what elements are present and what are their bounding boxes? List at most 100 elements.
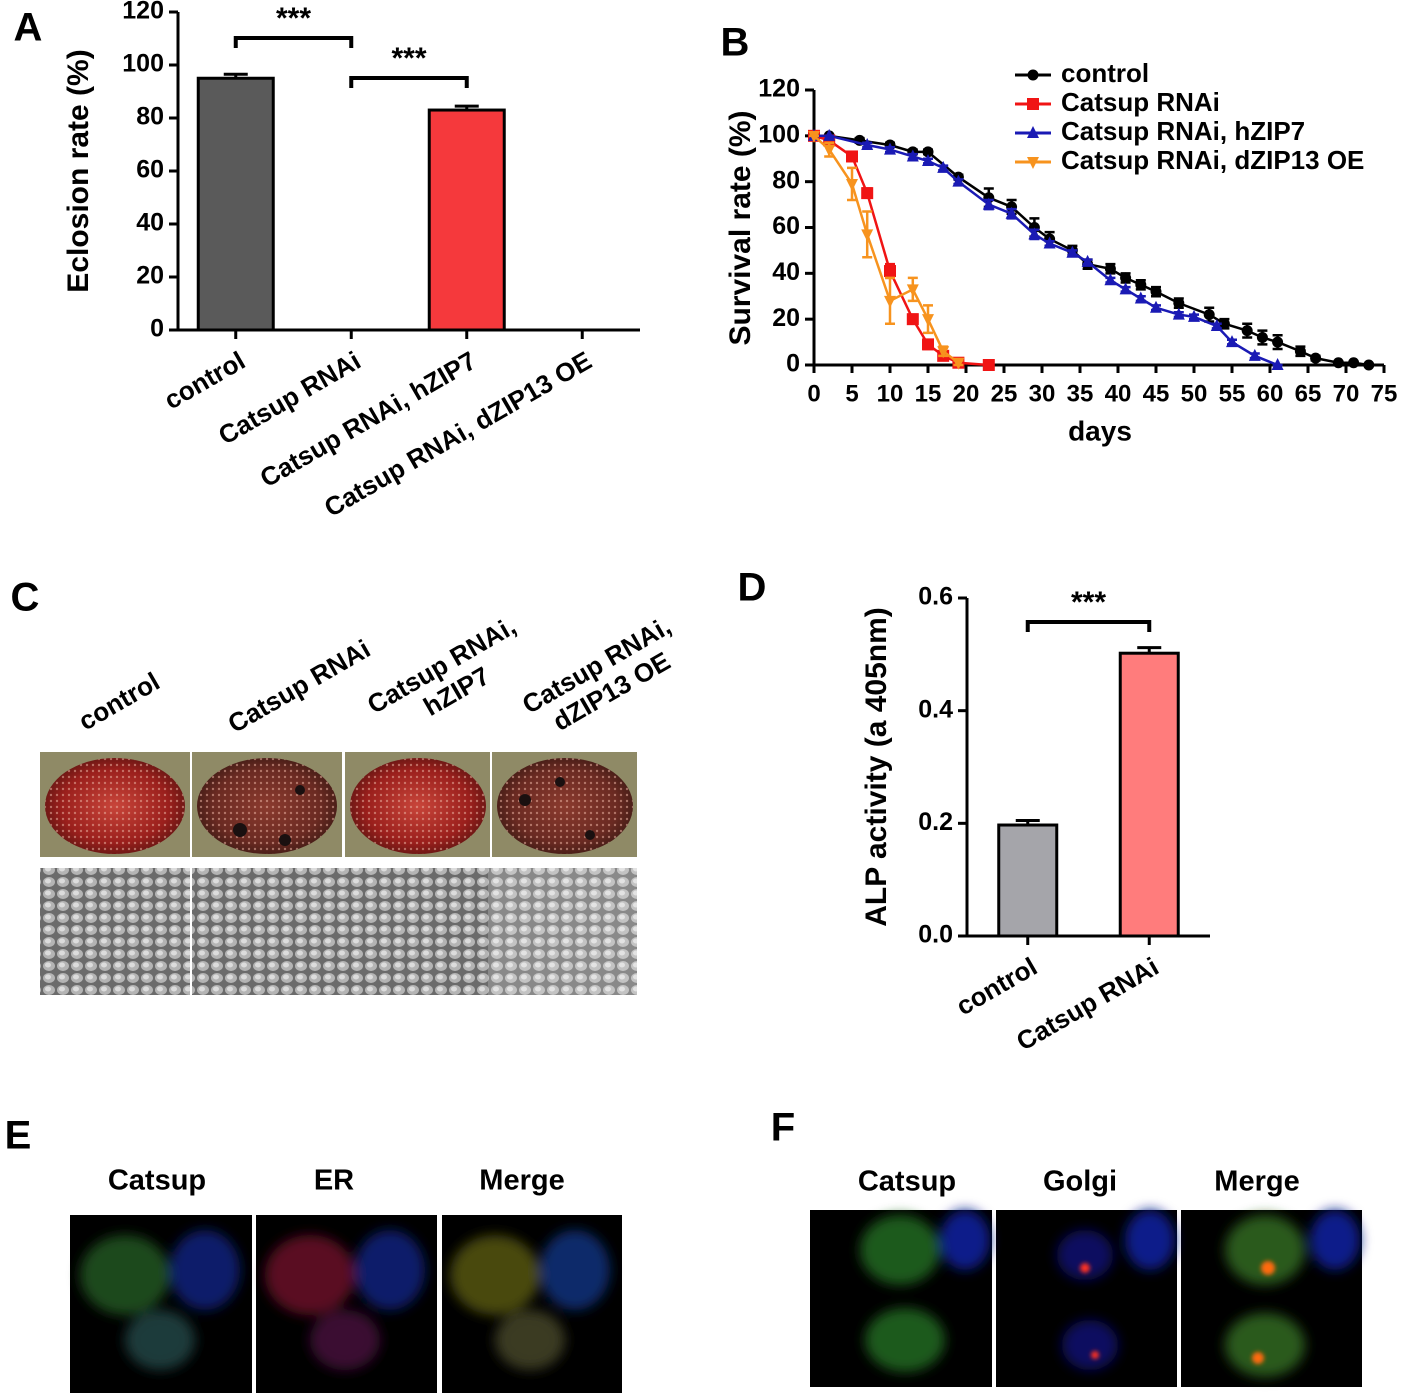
golgi-micrographs xyxy=(810,1210,1362,1387)
y-tick-label: 0 xyxy=(786,350,800,378)
y-tick-label: 60 xyxy=(772,212,800,240)
x-tick-label: 55 xyxy=(1219,380,1246,407)
legend-label: Catsup RNAi xyxy=(1061,87,1220,117)
marker xyxy=(884,265,896,278)
bar xyxy=(1118,651,1180,938)
significance-bracket xyxy=(233,36,354,48)
y-tick-label: 0.4 xyxy=(918,695,953,723)
marker xyxy=(952,174,965,187)
marker xyxy=(1173,297,1185,309)
y-tick-label: 40 xyxy=(136,209,164,237)
y-tick-label: 0.0 xyxy=(918,921,953,949)
marker xyxy=(1226,335,1238,348)
panel-label: A xyxy=(14,6,43,50)
marker xyxy=(937,346,950,359)
x-tick-label: 40 xyxy=(1105,380,1132,407)
column-label: Catsup RNAi xyxy=(223,633,376,738)
y-tick-label: 80 xyxy=(136,103,164,131)
x-axis-label: days xyxy=(1068,415,1132,446)
marker xyxy=(922,154,934,167)
x-tick-label: 75 xyxy=(1371,380,1398,407)
marker xyxy=(1027,126,1039,138)
marker xyxy=(1188,309,1200,322)
x-tick-label: 5 xyxy=(845,380,858,407)
legend-label: control xyxy=(1061,58,1149,88)
column-label-line: Catsup RNAi xyxy=(223,633,376,738)
marker xyxy=(1027,157,1039,169)
y-tick-label: 120 xyxy=(122,0,164,25)
x-tick-label: 60 xyxy=(1257,380,1284,407)
marker xyxy=(1172,307,1185,320)
x-tick-label: 15 xyxy=(915,380,942,407)
marker xyxy=(861,138,874,150)
series-line xyxy=(814,134,1369,367)
y-axis-label: Survival rate (%) xyxy=(724,110,757,345)
marker xyxy=(1081,254,1094,267)
bar xyxy=(997,823,1059,938)
marker xyxy=(1066,245,1079,258)
marker xyxy=(884,142,896,155)
x-tick-label: 70 xyxy=(1333,380,1360,407)
marker xyxy=(906,313,919,326)
marker xyxy=(982,197,995,210)
x-tick-label: control xyxy=(159,345,250,415)
marker xyxy=(906,284,919,297)
marker xyxy=(884,295,896,308)
x-tick-label: control xyxy=(951,951,1042,1021)
x-tick-label: 25 xyxy=(991,380,1018,407)
marker xyxy=(922,338,934,351)
marker xyxy=(1294,345,1306,357)
marker xyxy=(1120,272,1132,284)
significance-label: *** xyxy=(391,42,426,75)
y-tick-label: 0 xyxy=(150,315,164,343)
marker xyxy=(922,146,934,158)
marker xyxy=(1104,273,1117,286)
significance-bracket xyxy=(1025,620,1152,632)
marker xyxy=(1248,348,1261,361)
marker xyxy=(1218,318,1230,330)
marker xyxy=(1241,325,1253,337)
marker xyxy=(846,150,858,163)
series-line xyxy=(813,134,960,364)
panel-label: D xyxy=(738,566,767,610)
marker xyxy=(1210,319,1223,332)
y-tick-label: 120 xyxy=(758,75,800,103)
marker xyxy=(906,149,919,162)
y-tick-label: 20 xyxy=(136,262,164,290)
y-tick-label: 80 xyxy=(772,166,800,194)
bar xyxy=(427,108,506,332)
marker xyxy=(1043,236,1056,249)
marker xyxy=(1119,282,1132,295)
y-axis-label: ALP activity (a 405nm) xyxy=(860,607,893,927)
legend-label: Catsup RNAi, dZIP13 OE xyxy=(1061,145,1364,175)
marker xyxy=(937,160,950,173)
y-tick-label: 100 xyxy=(758,120,800,148)
marker xyxy=(1150,300,1162,313)
column-label: ER xyxy=(314,1165,354,1197)
column-label: Catsup RNAi,hZIP7 xyxy=(362,611,521,722)
column-label: Catsup xyxy=(108,1165,206,1197)
x-tick-label: 20 xyxy=(953,380,980,407)
legend-label: Catsup RNAi, hZIP7 xyxy=(1061,116,1305,146)
x-tick-label: 35 xyxy=(1067,380,1094,407)
bar xyxy=(196,76,275,332)
series-line xyxy=(813,134,989,367)
marker xyxy=(1203,309,1215,321)
marker xyxy=(846,178,858,191)
marker xyxy=(1272,336,1284,348)
marker xyxy=(1005,206,1018,219)
marker xyxy=(922,314,934,327)
column-label: Catsup xyxy=(858,1166,956,1198)
column-label: Catsup RNAi,dZIP13 OE xyxy=(517,611,676,737)
y-tick-label: 0.6 xyxy=(918,583,953,611)
panel-label: F xyxy=(771,1106,795,1150)
marker xyxy=(1271,358,1284,370)
er-micrographs xyxy=(70,1215,622,1393)
marker xyxy=(1135,279,1147,291)
marker xyxy=(1150,286,1162,298)
y-axis-label: Eclosion rate (%) xyxy=(62,49,95,292)
column-label: Merge xyxy=(1214,1166,1299,1198)
marker xyxy=(952,357,965,370)
y-tick-label: 40 xyxy=(772,258,800,286)
